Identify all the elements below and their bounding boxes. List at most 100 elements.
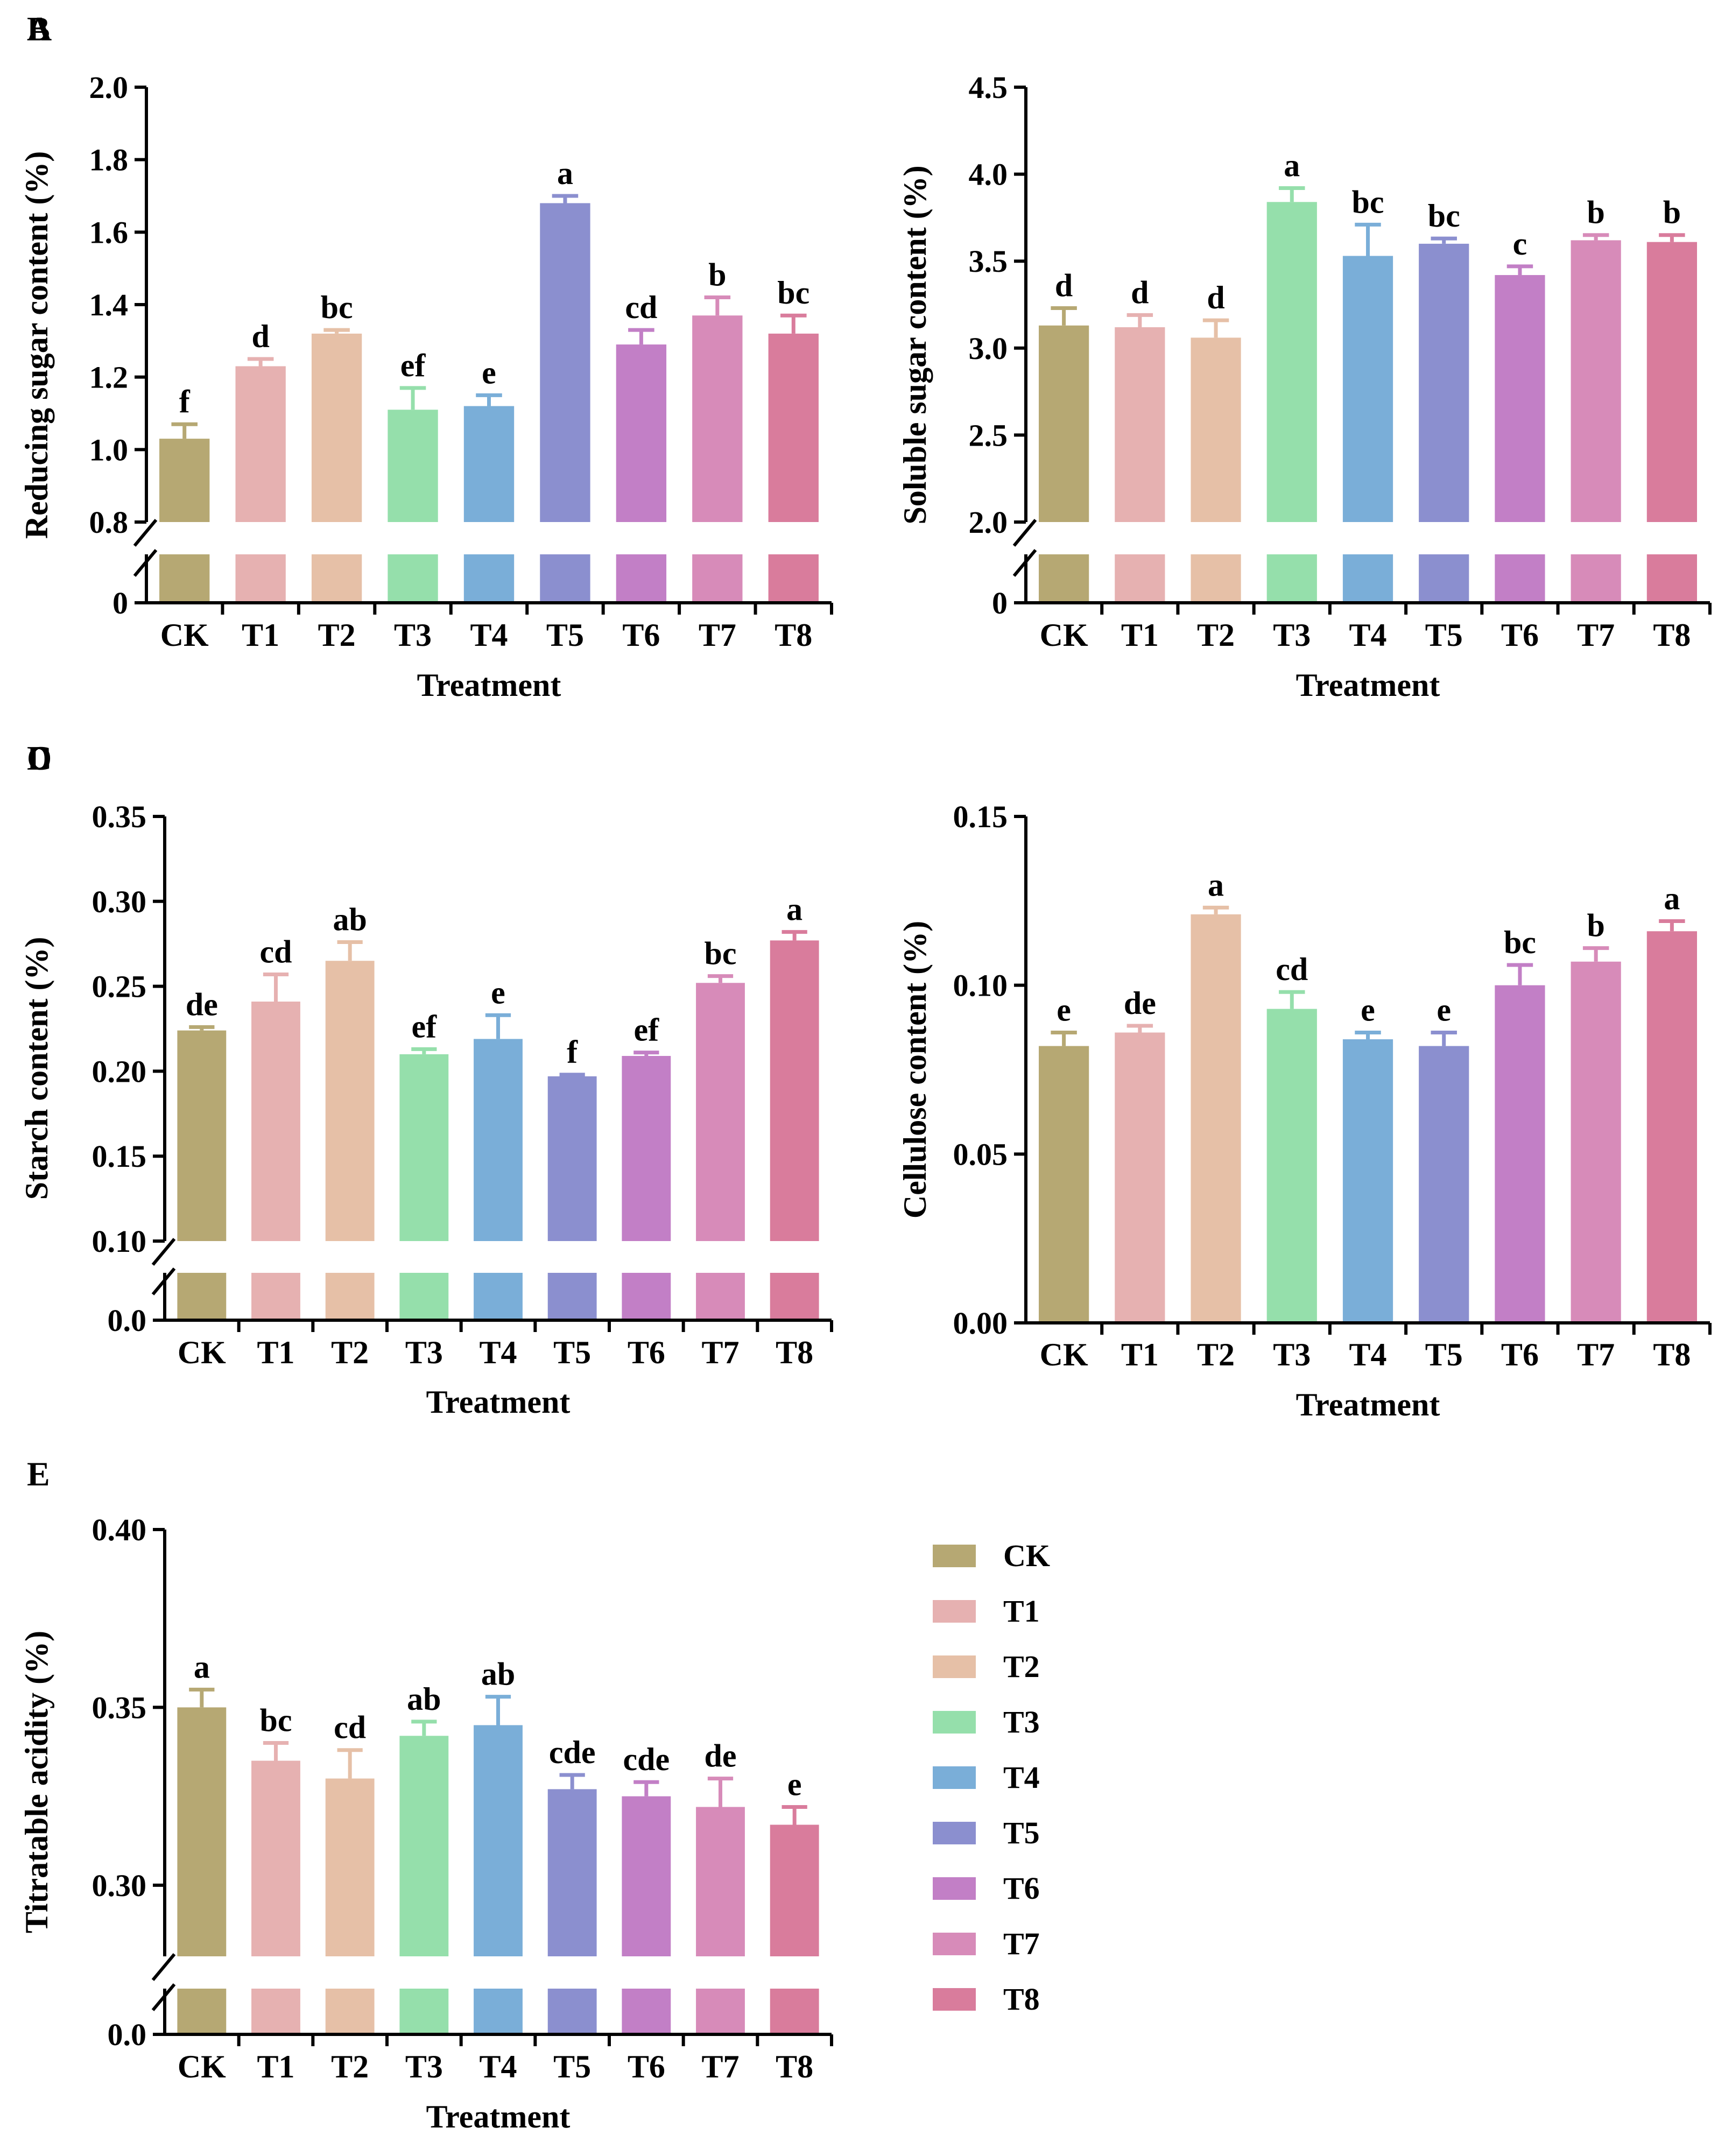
bar-base-t8 [770, 1989, 819, 2034]
bar-t1 [251, 1002, 300, 1241]
x-tick-label: T7 [1577, 1337, 1615, 1372]
significance-label: b [708, 257, 726, 293]
x-axis-title: Treatment [426, 2099, 571, 2134]
chart-panels: AfCKdT1bcT2efT3eT4aT5cdT6bT7bcT802.01.81… [19, 10, 1712, 2134]
legend-swatch [933, 1655, 976, 1678]
legend-label: T7 [1003, 1926, 1040, 1961]
legend-swatch [933, 1822, 976, 1844]
legend-label: T3 [1003, 1704, 1040, 1739]
bar-t2 [311, 333, 362, 522]
y-tick-label: 1.6 [89, 215, 129, 250]
x-tick-label: T6 [1501, 1337, 1539, 1372]
axis-break-mark [1012, 549, 1037, 577]
bar-t1 [251, 1760, 300, 1956]
legend-item-t1: T1 [933, 1594, 1040, 1629]
bar-t2 [1191, 337, 1241, 522]
bar-t3 [388, 410, 438, 522]
bar-ck [159, 439, 210, 522]
significance-label: a [1208, 867, 1224, 903]
x-tick-label: T6 [1501, 617, 1539, 653]
legend-swatch [933, 1988, 976, 2011]
bar-t6 [1495, 275, 1545, 522]
bar-base-t2 [325, 1989, 375, 2034]
bar-base-t5 [547, 1989, 597, 2034]
bar-ck [177, 1030, 227, 1241]
bar-base-t1 [235, 554, 286, 603]
bar-base-t1 [251, 1273, 300, 1320]
y-tick-label: 0.35 [92, 1690, 147, 1725]
x-tick-label: T7 [701, 2049, 739, 2084]
y-tick-label: 0 [112, 586, 128, 621]
y-tick-label: 2.5 [969, 418, 1008, 453]
bar-ck [1039, 1046, 1089, 1323]
axis-break-mark [151, 1953, 176, 1981]
bar-t3 [399, 1736, 449, 1956]
bar-t2 [325, 1778, 375, 1956]
y-tick-label: 1.0 [89, 432, 129, 467]
bar-t1 [235, 366, 286, 522]
y-tick-label: 0.40 [92, 1512, 147, 1547]
x-tick-label: T8 [1653, 617, 1691, 653]
bar-t8 [770, 940, 819, 1241]
x-tick-label: T2 [331, 1335, 369, 1370]
x-tick-label: T3 [394, 617, 432, 653]
significance-label: e [1361, 992, 1375, 1027]
y-axis-title: Starch content (%) [19, 937, 54, 1200]
chart-panel-b: Bd CK d T1 d T2 a T3 bc T4 bc T5 c T6 b T7 b T8 0 4.5 4.0 3.5… [27, 10, 1712, 703]
significance-label: a [1664, 880, 1680, 916]
significance-label: d [1055, 267, 1073, 303]
x-axis-title: Treatment [1296, 1387, 1440, 1422]
bar-base-ck [177, 1273, 227, 1320]
bar-base-ck [177, 1989, 227, 2034]
bar-t7 [1571, 961, 1621, 1323]
bar-ck [1039, 325, 1089, 522]
y-tick-label: 1.2 [89, 360, 129, 395]
axis-break-mark [151, 1267, 176, 1295]
significance-label: f [567, 1034, 578, 1070]
significance-label: bc [1352, 184, 1384, 220]
x-tick-label: T1 [257, 1335, 294, 1370]
y-tick-label: 0.00 [953, 1306, 1008, 1341]
legend-label: T6 [1003, 1871, 1040, 1906]
bar-t3 [399, 1054, 449, 1241]
bar-t6 [1495, 985, 1545, 1323]
chart-panel-c: Cde CK cd T1 ab T2 ef T3 e T4 f T5 ef T6 bc T7 a T8 0.0 0.3… [19, 739, 833, 1420]
x-tick-label: T3 [405, 2049, 443, 2084]
panel-letter: A [27, 10, 52, 48]
x-tick-label: CK [178, 1335, 226, 1370]
y-tick-label: 0.25 [92, 969, 147, 1004]
bar-t5 [547, 1789, 597, 1956]
bar-base-t4 [474, 1273, 523, 1320]
y-tick-label: 4.0 [969, 157, 1008, 192]
panel-letter: D [27, 739, 52, 777]
x-tick-label: T6 [628, 2049, 665, 2084]
y-tick-label: 0.05 [953, 1137, 1008, 1172]
significance-label: ef [412, 1009, 438, 1044]
x-tick-label: T1 [242, 617, 279, 653]
y-tick-label: 1.4 [89, 287, 129, 322]
axis-break-mark [151, 1983, 176, 2011]
x-tick-label: T1 [1121, 1337, 1159, 1372]
bar-t1 [1115, 327, 1165, 522]
bar-base-t5 [547, 1273, 597, 1320]
x-tick-label: T1 [1121, 617, 1159, 653]
x-tick-label: T3 [1273, 1337, 1311, 1372]
axis-break-mark [133, 549, 158, 577]
bar-t4 [474, 1039, 523, 1241]
axis-break-mark [133, 519, 158, 547]
legend-item-t4: T4 [933, 1760, 1040, 1795]
bar-base-t7 [1571, 554, 1621, 603]
bar-t4 [474, 1725, 523, 1956]
y-tick-label: 3.0 [969, 331, 1008, 366]
bar-t5 [540, 203, 590, 522]
bar-base-t5 [540, 554, 590, 603]
bar-base-t6 [622, 1989, 671, 2034]
bar-base-t2 [325, 1273, 375, 1320]
bar-base-t1 [1115, 554, 1165, 603]
bar-t3 [1266, 202, 1317, 522]
significance-label: bc [705, 936, 737, 971]
y-tick-label: 1.8 [89, 143, 129, 178]
chart-panel-e: Ea CK bc T1 cd T2 ab T3 ab T4 cde T5 cde T6 de T7 e T8 0.0… [19, 1455, 833, 2134]
x-tick-label: T8 [1653, 1337, 1691, 1372]
